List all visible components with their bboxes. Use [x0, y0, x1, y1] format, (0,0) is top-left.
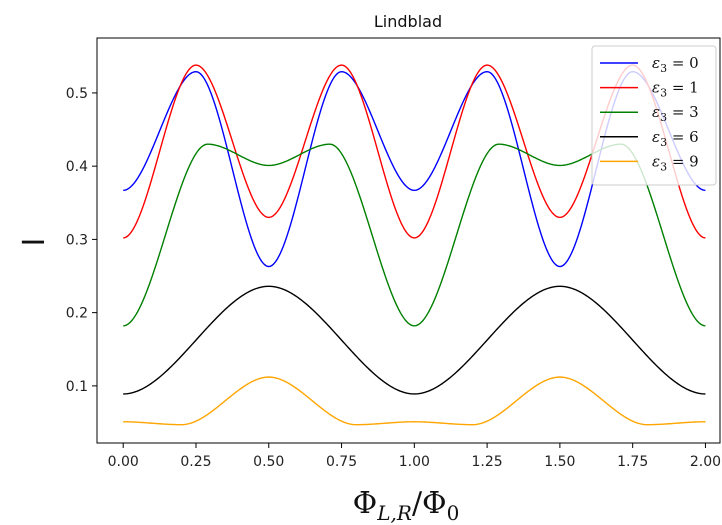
y-tick-label: 0.3 [66, 232, 88, 248]
y-tick-label: 0.4 [66, 159, 88, 175]
x-tick-label: 0.75 [326, 454, 357, 470]
legend: ε3 = 0 ε3 = 1 ε3 = 3 ε3 = 6 ε3 = 9 [591, 45, 717, 186]
y-axis-label: I [17, 238, 52, 247]
legend-label: ε3 = 9 [652, 152, 699, 173]
legend-label: ε3 = 3 [652, 103, 699, 124]
x-tick-label: 1.00 [399, 454, 430, 470]
series-line [123, 285, 706, 395]
y-tick-label: 0.5 [66, 86, 88, 102]
svg-text:ΦL,R/Φ0: ΦL,R/Φ0 [353, 486, 460, 525]
x-tick-label: 1.50 [544, 454, 575, 470]
x-tick-label: 0.50 [253, 454, 284, 470]
y-tick-label: 0.1 [66, 379, 88, 395]
x-tick-label: 1.75 [617, 454, 648, 470]
legend-label: ε3 = 1 [652, 79, 699, 100]
legend-label: ε3 = 0 [652, 54, 699, 75]
plot-area: 0.00 0.25 0.50 0.75 1.00 1.25 1.50 1.75 2.00 0.1 0… [66, 37, 721, 470]
legend-label: ε3 = 6 [652, 128, 699, 149]
plot-frame [96, 37, 721, 444]
chart-title: Lindblad [374, 12, 442, 31]
x-tick-label: 0.00 [108, 454, 139, 470]
x-tick-label: 0.25 [180, 454, 211, 470]
series-line [123, 376, 706, 426]
x-axis-label: ΦL,R/Φ0 [353, 486, 460, 525]
x-tick-label: 1.25 [472, 454, 503, 470]
y-tick-label: 0.2 [66, 306, 88, 322]
x-tick-label: 2.00 [690, 454, 721, 470]
legend-box [591, 45, 717, 186]
